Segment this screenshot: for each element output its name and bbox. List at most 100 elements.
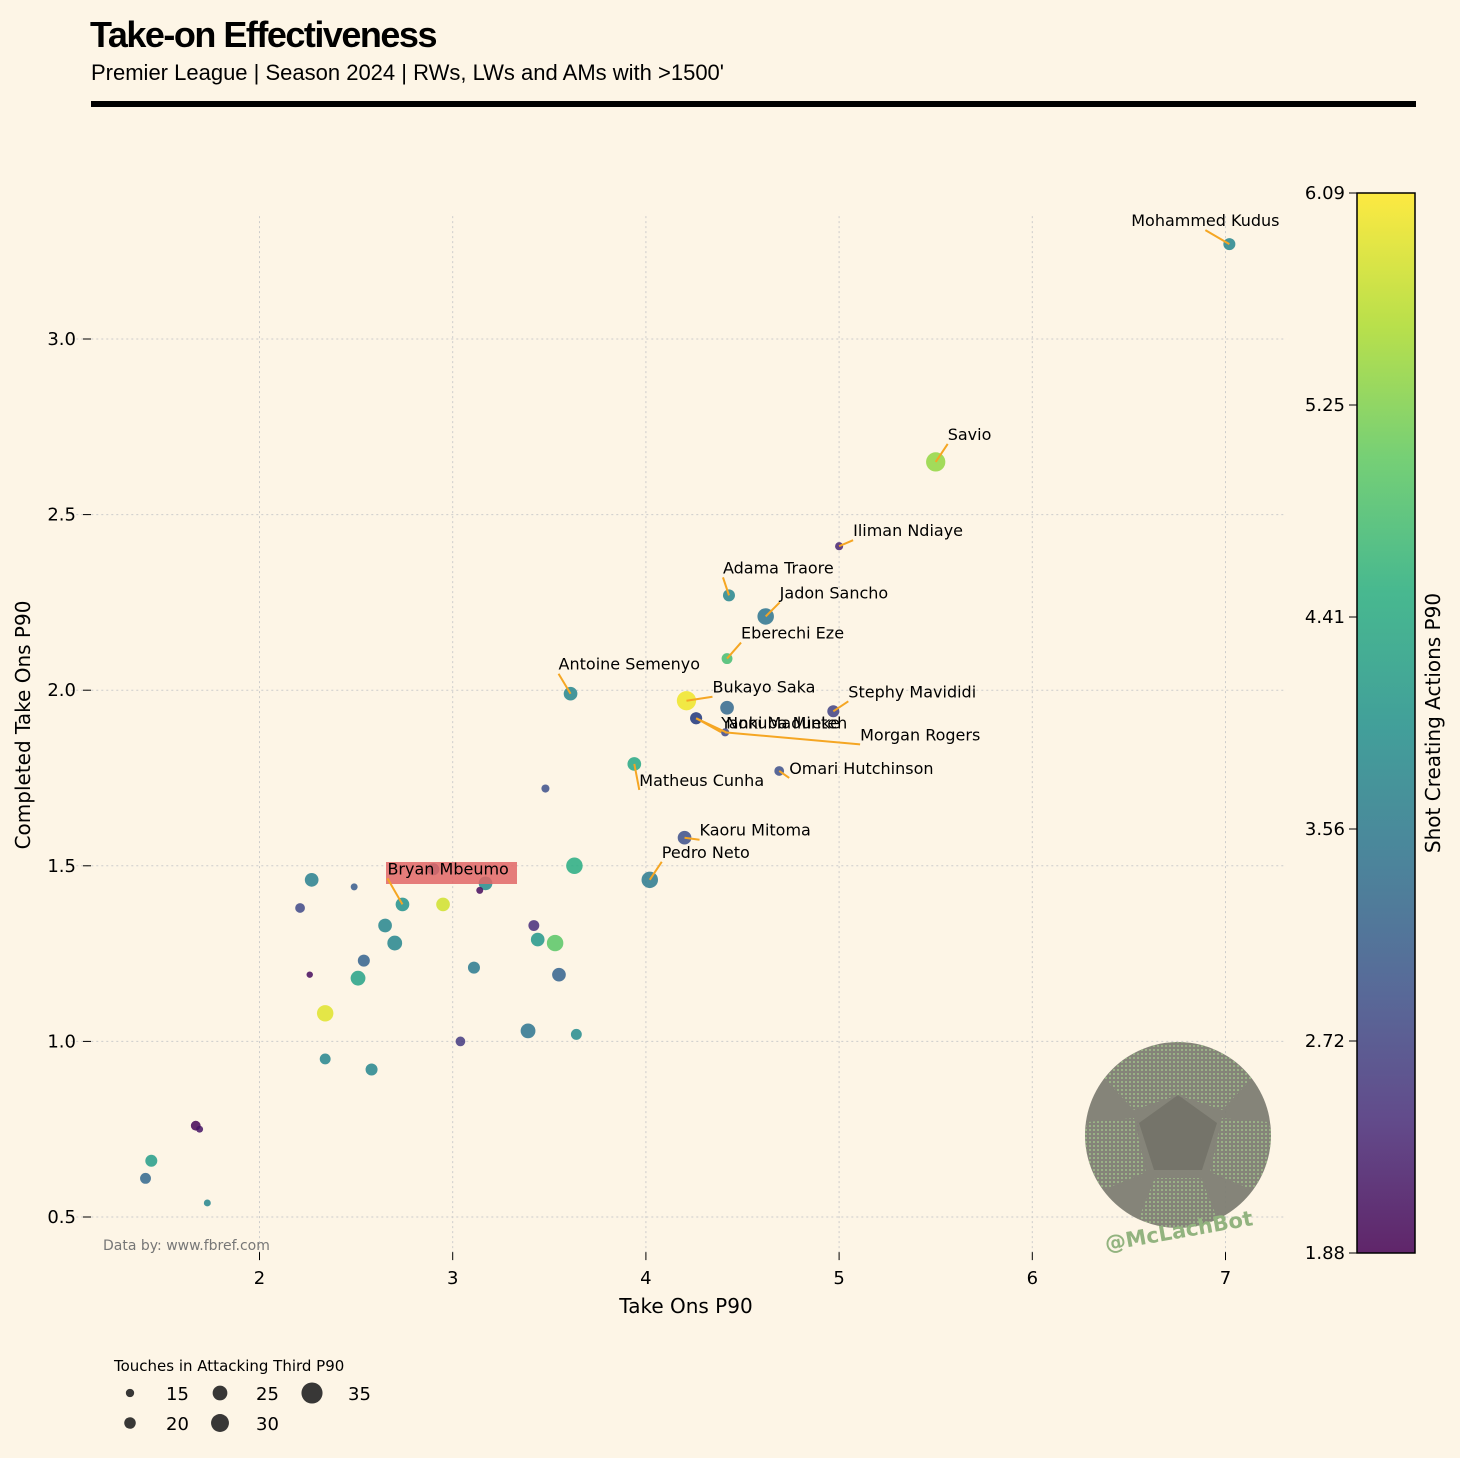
scatter-point [552, 967, 566, 982]
colorbar-tick-label: 4.41 [1305, 607, 1345, 628]
highlight-box [386, 862, 517, 884]
scatter-point [145, 1154, 158, 1167]
y-tick-label: 3.0 [47, 329, 76, 350]
scatter-point [455, 1036, 466, 1047]
scatter-point [319, 1053, 331, 1065]
colorbar-tick-label: 2.72 [1305, 1031, 1345, 1052]
label-leader-line [557, 673, 572, 695]
x-axis-label: Take Ons P90 [618, 1294, 752, 1318]
label-leader-line [764, 601, 781, 618]
scatter-point [467, 961, 480, 974]
point-label: Adama Traore [723, 558, 834, 577]
scatter-point [546, 934, 564, 952]
scatter-point [295, 903, 305, 913]
label-leader-line [633, 763, 641, 791]
scatter-point [541, 784, 550, 793]
point-label: Mohammed Kudus [1131, 211, 1279, 230]
x-tick-label: 6 [1027, 1268, 1038, 1289]
size-legend-marker [211, 1414, 229, 1432]
colorbar-gradient [1356, 192, 1416, 1254]
axes: 2 3 4 5 6 7 0.5 1.0 1.5 2.0 2.5 3.0 Take Ons P90 Comp… [11, 329, 1231, 1318]
scatter-point [378, 918, 392, 933]
chart-title: Take-on Effectiveness [90, 14, 437, 55]
scatter-point [528, 920, 540, 931]
label-leader-line [386, 877, 404, 905]
x-tick-label: 7 [1220, 1268, 1231, 1289]
data-points [140, 238, 1236, 1207]
scatter-point [304, 873, 319, 887]
y-tick-label: 0.5 [47, 1207, 76, 1228]
point-label: Jadon Sancho [779, 583, 889, 602]
label-leader-line [686, 695, 713, 702]
label-leader-line [778, 770, 790, 779]
point-label: Yankuba Minteh [720, 713, 847, 732]
colorbar-tick-label: 3.56 [1305, 819, 1345, 840]
scatter-point [530, 932, 545, 947]
watermark-logo: @McLachBot [1085, 1042, 1271, 1256]
label-leader-line [838, 539, 854, 548]
scatter-point [350, 970, 366, 986]
credit-text: Data by: www.fbref.com [103, 1238, 270, 1254]
scatter-point [196, 1125, 204, 1133]
point-label: Savio [948, 425, 992, 444]
size-legend-label: 35 [348, 1384, 371, 1405]
point-label: Bukayo Saka [712, 678, 815, 697]
scatter-point [520, 1023, 536, 1039]
size-legend-label: 20 [166, 1414, 189, 1435]
point-label: Stephy Mavididi [848, 682, 976, 701]
scatter-point [350, 883, 358, 891]
colorbar-tick-label: 1.88 [1305, 1243, 1345, 1264]
colorbar-tick-label: 5.25 [1305, 395, 1345, 416]
label-leader-line [1204, 229, 1230, 246]
point-label: Antoine Semenyo [559, 655, 701, 674]
x-tick-label: 4 [640, 1268, 651, 1289]
point-label: Bryan Mbeumo [387, 859, 508, 878]
point-label: Pedro Neto [662, 843, 750, 862]
size-legend-marker [212, 1385, 228, 1401]
size-legend-marker [124, 1417, 136, 1429]
scatter-point [387, 935, 403, 951]
scatter-point [566, 857, 583, 875]
label-leader-line [934, 443, 949, 463]
size-legend-title: Touches in Attacking Third P90 [113, 1357, 344, 1375]
scatter-point [357, 954, 370, 967]
scatter-point [570, 1028, 582, 1040]
point-label: Eberechi Eze [741, 624, 844, 643]
scatter-point [203, 1199, 211, 1207]
label-leader-line [684, 836, 700, 841]
label-leader-line [832, 700, 849, 713]
point-label: Noni Madueke [726, 713, 840, 732]
label-leader-line [725, 731, 861, 746]
size-legend-label: 15 [166, 1384, 189, 1405]
x-tick-label: 2 [254, 1268, 265, 1289]
scatter-point [316, 1005, 334, 1022]
scatter-point [436, 897, 450, 912]
label-leader-line [722, 577, 730, 596]
point-label: Omari Hutchinson [789, 759, 933, 778]
y-axis-label: Completed Take Ons P90 [11, 601, 35, 850]
colorbar-label: Shot Creating Actions P90 [1421, 593, 1445, 853]
point-label: Iliman Ndiaye [853, 521, 963, 540]
size-legend: Touches in Attacking Third P90 15 20 25 30 35 [113, 1357, 371, 1435]
x-tick-label: 3 [447, 1268, 458, 1289]
label-leader-line [648, 861, 663, 881]
size-legend-label: 30 [256, 1414, 279, 1435]
y-tick-label: 2.5 [47, 505, 76, 526]
scatter-point [677, 830, 692, 845]
size-legend-label: 25 [256, 1384, 279, 1405]
label-leader-line [695, 717, 727, 734]
point-labels: Mohammed Kudus Savio Iliman Ndiaye Adama Tr… [386, 211, 1279, 905]
colorbar-tick-label: 6.09 [1305, 183, 1345, 204]
scatter-point [365, 1063, 378, 1076]
y-tick-label: 1.0 [47, 1031, 76, 1052]
scatter-point [140, 1172, 151, 1184]
point-label: Matheus Cunha [639, 771, 764, 790]
y-tick-label: 1.5 [47, 856, 76, 877]
x-tick-label: 5 [833, 1268, 844, 1289]
y-tick-label: 2.0 [47, 680, 76, 701]
scatter-point [476, 886, 484, 894]
size-legend-marker [125, 1388, 135, 1398]
size-legend-marker [301, 1382, 323, 1404]
chart-subtitle: Premier League | Season 2024 | RWs, LWs … [91, 60, 724, 85]
